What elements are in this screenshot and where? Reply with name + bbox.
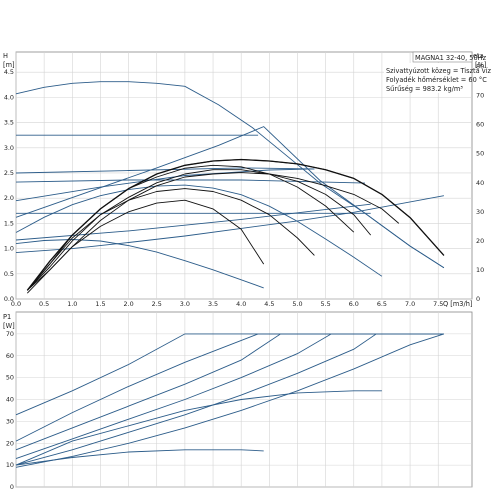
pump-head-curve-2 bbox=[15, 126, 445, 269]
top-y2-tick-label: 80 bbox=[476, 63, 484, 71]
top-x-tick-label: 3.0 bbox=[180, 300, 190, 308]
bottom-y-tick-label: 70 bbox=[6, 330, 14, 338]
top-x-tick-label: 6.5 bbox=[377, 300, 387, 308]
top-y-tick-label: 1.0 bbox=[4, 245, 14, 253]
info-line-density: Sűrűség = 983.2 kg/m³ bbox=[386, 84, 463, 93]
efficiency-curve-5 bbox=[26, 199, 265, 291]
bottom-y-tick-label: 0 bbox=[10, 483, 14, 491]
top-x-tick-label: 7.0 bbox=[405, 300, 415, 308]
top-y2-tick-label: 20 bbox=[476, 237, 484, 245]
top-y-tick-label: 3.5 bbox=[4, 119, 14, 127]
top-x-tick-label: 5.5 bbox=[321, 300, 331, 308]
top-x-tick-label: 2.5 bbox=[152, 300, 162, 308]
top-x-tick-label: 1.5 bbox=[95, 300, 105, 308]
info-line-temperature: Folyadék hőmérséklet = 60 °C bbox=[386, 75, 487, 84]
bottom-y-tick-label: 50 bbox=[6, 374, 14, 382]
top-y-tick-label: 3.0 bbox=[4, 144, 14, 152]
top-y-tick-label: 2.0 bbox=[4, 194, 14, 202]
efficiency-curve-4 bbox=[26, 188, 315, 291]
bottom-y-tick-label: 30 bbox=[6, 417, 14, 425]
bottom-y-tick-label: 40 bbox=[6, 396, 14, 404]
info-line-fluid: Szivattyúzott közeg = Tiszta víz bbox=[386, 67, 491, 75]
power-curve-5 bbox=[15, 390, 382, 466]
top-y2-tick-label: 70 bbox=[476, 92, 484, 100]
bottom-y-tick-label: 20 bbox=[6, 439, 14, 447]
top-y2-tick-label: 50 bbox=[476, 150, 484, 158]
y-axis-unit: [m] bbox=[3, 61, 15, 69]
top-x-tick-label: 0.5 bbox=[39, 300, 49, 308]
pump-head-curve-5 bbox=[15, 179, 366, 184]
top-y2-tick-label: 0 bbox=[476, 295, 480, 303]
y2-axis-label: eta bbox=[473, 52, 484, 60]
pump-head-curve-3 bbox=[15, 167, 315, 174]
power-curve-7 bbox=[15, 449, 264, 466]
bottom-y-tick-label: 60 bbox=[6, 352, 14, 360]
top-y2-tick-label: 60 bbox=[476, 121, 484, 129]
power-curve-3 bbox=[15, 333, 444, 460]
bottom-y-tick-label: 10 bbox=[6, 461, 14, 469]
power-curve-0 bbox=[15, 333, 444, 416]
power-curve-4 bbox=[15, 333, 444, 466]
power-axis-unit: [W] bbox=[3, 322, 15, 330]
info-text-bg bbox=[384, 63, 471, 93]
power-axis-label: P1 bbox=[3, 313, 11, 321]
bottom-curves bbox=[15, 333, 445, 468]
efficiency-curve-3 bbox=[26, 164, 355, 291]
top-y-tick-label: 0.0 bbox=[4, 295, 14, 303]
pump-head-curve-10 bbox=[15, 239, 264, 289]
top-x-tick-label: 0.0 bbox=[11, 300, 21, 308]
efficiency-curve-1 bbox=[26, 172, 400, 294]
pump-head-curve-9 bbox=[15, 195, 444, 254]
top-y-tick-label: 1.5 bbox=[4, 219, 14, 227]
top-y2-tick-label: 10 bbox=[476, 266, 484, 274]
y2-axis-unit: [%] bbox=[475, 61, 486, 69]
efficiency-curve-6 bbox=[49, 159, 445, 262]
y-axis-label: H bbox=[3, 52, 8, 60]
bottom-panel: 0 10 20 30 40 50 60 70 P1 [W] bbox=[3, 311, 473, 491]
top-curves bbox=[15, 81, 445, 294]
x-axis-label: Q [m3/h] bbox=[443, 300, 472, 308]
top-x-tick-label: 3.5 bbox=[208, 300, 218, 308]
power-curve-6 bbox=[15, 333, 445, 468]
top-x-tick-label: 6.0 bbox=[349, 300, 359, 308]
chart-title: MAGNA1 32-40, 50Hz bbox=[415, 54, 487, 62]
pump-head-curve-4 bbox=[15, 168, 315, 202]
info-title-box bbox=[412, 51, 473, 63]
top-x-tick-label: 7.5 bbox=[433, 300, 443, 308]
top-x-tick-label: 1.0 bbox=[67, 300, 77, 308]
top-x-tick-label: 4.5 bbox=[264, 300, 274, 308]
top-x-tick-label: 2.0 bbox=[124, 300, 134, 308]
top-tick-labels: 0.0 0.5 1.0 1.5 2.0 2.5 3.0 3.5 4.0 4.5 5.0 5.5 6.0 6… bbox=[4, 63, 484, 308]
top-x-tick-label: 4.0 bbox=[236, 300, 246, 308]
efficiency-curve-2 bbox=[26, 169, 372, 291]
bottom-tick-labels: 0 10 20 30 40 50 60 70 bbox=[6, 330, 14, 491]
top-panel: 0.0 0.5 1.0 1.5 2.0 2.5 3.0 3.5 4.0 4.5 5.0 5.5 6.0 6… bbox=[3, 51, 491, 308]
pump-head-curve-6 bbox=[15, 184, 383, 277]
top-y-tick-label: 4.5 bbox=[4, 68, 14, 76]
top-y-tick-label: 4.0 bbox=[4, 93, 14, 101]
top-y-tick-label: 2.5 bbox=[4, 169, 14, 177]
top-y2-tick-label: 30 bbox=[476, 208, 484, 216]
top-y-tick-label: 0.5 bbox=[4, 270, 14, 278]
info-box: MAGNA1 32-40, 50Hz Szivattyúzott közeg =… bbox=[384, 51, 491, 93]
top-x-tick-label: 5.0 bbox=[292, 300, 302, 308]
power-curve-2 bbox=[15, 333, 444, 451]
top-y2-tick-label: 40 bbox=[476, 179, 484, 187]
